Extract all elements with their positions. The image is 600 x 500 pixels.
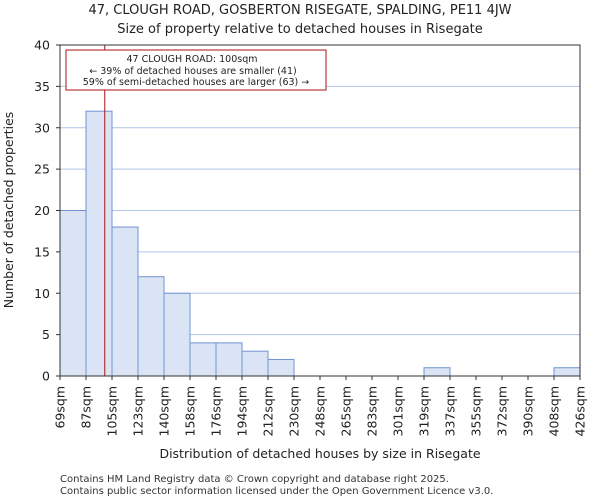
bar-212sqm xyxy=(267,358,295,377)
x-tick-label-212sqm: 212sqm xyxy=(261,386,276,436)
footer-line-1: Contains HM Land Registry data © Crown c… xyxy=(60,474,449,485)
bar-123sqm xyxy=(137,276,165,377)
bar-69sqm xyxy=(59,210,87,377)
x-tick-label-390sqm: 390sqm xyxy=(521,386,536,436)
y-tick-label-30: 30 xyxy=(34,120,50,135)
bar-319sqm xyxy=(423,367,451,377)
x-tick-label-158sqm: 158sqm xyxy=(183,386,198,436)
bar-layer xyxy=(59,110,581,377)
y-tick-label-40: 40 xyxy=(34,38,50,53)
x-tick-label-319sqm: 319sqm xyxy=(417,386,432,436)
x-tick-label-230sqm: 230sqm xyxy=(287,386,302,436)
bar-87sqm xyxy=(85,110,113,377)
y-tick-label-5: 5 xyxy=(42,327,50,342)
x-tick-label-105sqm: 105sqm xyxy=(105,386,120,436)
annotation-line-3: 59% of semi-detached houses are larger (… xyxy=(83,77,310,88)
bar-140sqm xyxy=(163,292,191,377)
x-tick-label-176sqm: 176sqm xyxy=(209,386,224,436)
x-tick-label-265sqm: 265sqm xyxy=(339,386,354,436)
x-axis-label: Distribution of detached houses by size … xyxy=(159,446,480,461)
x-tick-label-69sqm: 69sqm xyxy=(53,386,68,429)
y-tick-layer: 0 5 10 15 20 25 30 35 40 xyxy=(34,38,60,384)
x-tick-label-194sqm: 194sqm xyxy=(235,386,250,436)
x-tick-label-355sqm: 355sqm xyxy=(469,386,484,436)
annotation-line-1: 47 CLOUGH ROAD: 100sqm xyxy=(127,54,258,65)
annotation-box xyxy=(65,49,327,91)
x-tick-label-283sqm: 283sqm xyxy=(365,386,380,436)
x-tick-label-426sqm: 426sqm xyxy=(573,386,588,436)
x-tick-layer: 69sqm 87sqm 105sqm 123sqm 140sqm 158sqm 176sqm… xyxy=(53,376,588,436)
bar-105sqm xyxy=(111,226,139,377)
y-tick-label-35: 35 xyxy=(34,79,50,94)
x-tick-label-248sqm: 248sqm xyxy=(313,386,328,436)
y-tick-label-25: 25 xyxy=(34,162,50,177)
x-tick-label-87sqm: 87sqm xyxy=(79,386,94,429)
y-tick-label-15: 15 xyxy=(34,244,50,259)
annotation-line-2: ← 39% of detached houses are smaller (41… xyxy=(89,66,296,77)
y-axis-label: Number of detached properties xyxy=(1,112,16,309)
bar-408sqm xyxy=(553,367,581,377)
chart-subtitle: Size of property relative to detached ho… xyxy=(117,22,483,37)
bar-194sqm xyxy=(241,350,269,377)
x-tick-label-140sqm: 140sqm xyxy=(157,386,172,436)
x-tick-label-337sqm: 337sqm xyxy=(443,386,458,436)
bar-176sqm xyxy=(215,342,243,377)
footer-line-2: Contains public sector information licen… xyxy=(60,486,493,497)
y-tick-label-0: 0 xyxy=(42,369,50,384)
x-tick-label-123sqm: 123sqm xyxy=(131,386,146,436)
bar-158sqm xyxy=(189,342,217,377)
chart-title: 47, CLOUGH ROAD, GOSBERTON RISEGATE, SPA… xyxy=(88,3,511,18)
x-tick-label-408sqm: 408sqm xyxy=(547,386,562,436)
y-tick-label-10: 10 xyxy=(34,286,50,301)
x-tick-label-372sqm: 372sqm xyxy=(495,386,510,436)
x-tick-label-301sqm: 301sqm xyxy=(391,386,406,436)
marker-layer: 47 CLOUGH ROAD: 100sqm← 39% of detached … xyxy=(65,45,327,376)
y-tick-label-20: 20 xyxy=(34,203,50,218)
